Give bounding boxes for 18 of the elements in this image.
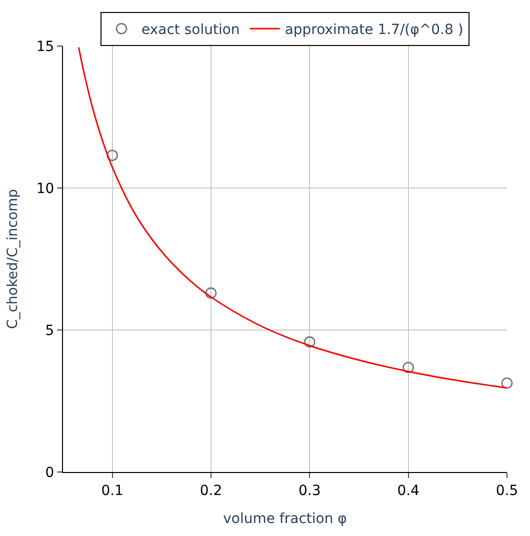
point — [106, 150, 118, 161]
legend-label: approximate 1.7/(φ^0.8 ) — [284, 22, 464, 38]
x-axis-title: volume fraction φ — [223, 511, 347, 528]
x-tick-label: 0.4 — [397, 482, 420, 499]
y-tick-label: 10 — [36, 180, 54, 197]
x-tick-label: 0.3 — [298, 482, 321, 499]
point — [304, 336, 316, 348]
y-tick-label: 0 — [45, 464, 54, 481]
point — [501, 377, 513, 389]
point — [205, 287, 217, 299]
x-tick-label: 0.5 — [496, 482, 518, 499]
legend-label: exact solution — [142, 22, 240, 38]
x-tick-label: 0.2 — [200, 482, 222, 499]
y-tick-label: 5 — [45, 322, 54, 339]
point — [402, 362, 414, 374]
x-tick-label: 0.1 — [101, 482, 124, 499]
y-axis-title: C_choked/C_incomp — [4, 188, 21, 330]
y-tick-label: 15 — [36, 38, 54, 55]
